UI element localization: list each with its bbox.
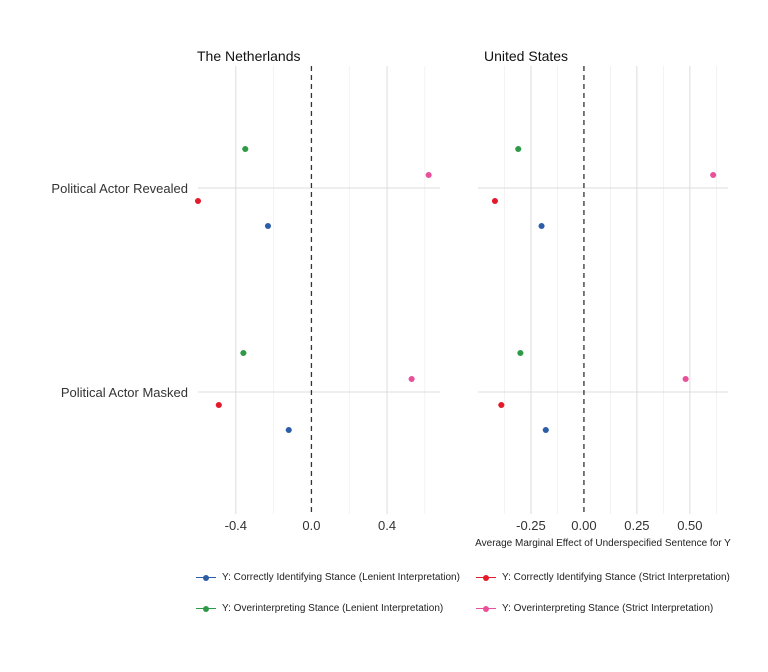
x-tick-label: 0.4 (378, 518, 396, 533)
legend-item: Y: Correctly Identifying Stance (Strict … (476, 572, 730, 583)
data-point (240, 350, 247, 356)
data-point (498, 402, 505, 408)
data-point (195, 198, 201, 204)
y-category-label: Political Actor Revealed (51, 181, 188, 196)
legend-label: Y: Correctly Identifying Stance (Lenient… (222, 572, 460, 583)
x-tick-label: 0.25 (624, 518, 649, 533)
legend-label: Y: Correctly Identifying Stance (Strict … (502, 572, 730, 583)
legend-key-icon (476, 604, 496, 614)
y-category-label: Political Actor Masked (61, 385, 188, 400)
x-tick-label: -0.25 (516, 518, 546, 533)
data-point (242, 146, 249, 152)
panel-title: The Netherlands (197, 48, 301, 64)
legend-item: Y: Overinterpreting Stance (Lenient Inte… (196, 603, 443, 614)
legend-label: Y: Overinterpreting Stance (Lenient Inte… (222, 603, 444, 614)
legend-item: Y: Overinterpreting Stance (Strict Inter… (476, 603, 713, 614)
data-point (285, 427, 292, 433)
data-point (538, 223, 545, 229)
data-point (542, 427, 549, 433)
data-point (491, 198, 498, 204)
legend-label: Y: Overinterpreting Stance (Strict Inter… (502, 603, 714, 614)
legend-key-icon (476, 573, 496, 583)
data-point (517, 350, 524, 356)
data-point (264, 223, 271, 229)
x-tick-label: 0.0 (302, 518, 320, 533)
x-tick-label: 0.50 (677, 518, 702, 533)
x-tick-label: -0.4 (225, 518, 247, 533)
panel-title: United States (484, 48, 568, 64)
data-point (710, 172, 717, 178)
data-point (425, 172, 432, 178)
data-point (215, 402, 222, 408)
legend-item: Y: Correctly Identifying Stance (Lenient… (196, 572, 460, 583)
legend-key-icon (196, 604, 216, 614)
data-point (682, 376, 689, 382)
legend-key-icon (196, 573, 216, 583)
data-point (515, 146, 522, 152)
data-point (408, 376, 415, 382)
x-axis-title: Average Marginal Effect of Underspecifie… (475, 538, 731, 549)
x-tick-label: 0.00 (571, 518, 596, 533)
